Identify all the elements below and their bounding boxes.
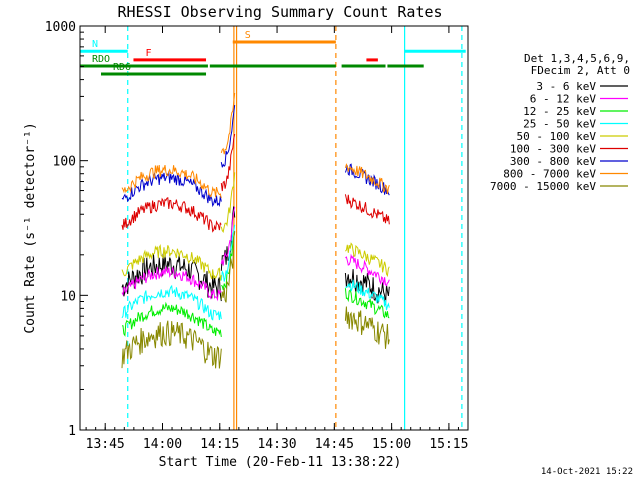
x-tick-label-0: 13:45	[86, 437, 125, 452]
x-tick-label-5: 15:00	[372, 437, 411, 452]
legend-label-50-100-kev: 50 - 100 keV	[517, 130, 597, 143]
legend-header-0: Det 1,3,4,5,6,9,	[524, 52, 630, 65]
series-line-7000-15000-kev	[121, 231, 390, 369]
flag-label-rd6: RD6	[113, 62, 131, 73]
flag-label-s: S	[245, 30, 251, 41]
x-tick-label-4: 14:45	[315, 437, 354, 452]
legend-label-7000-15000-kev: 7000 - 15000 keV	[490, 180, 596, 193]
y-tick-label-2: 100	[53, 155, 76, 170]
legend-header-1: FDecim 2, Att 0	[531, 64, 630, 77]
legend: Det 1,3,4,5,6,9,FDecim 2, Att 0 3 - 6 keV…	[490, 52, 630, 193]
series-line-800-7000-kev	[121, 92, 390, 199]
legend-label-3-6-kev: 3 - 6 keV	[536, 80, 596, 93]
flag-label-f: F	[145, 48, 151, 59]
x-axis-label: Start Time (20-Feb-11 13:38:22)	[159, 455, 402, 470]
legend-label-6-12-kev: 6 - 12 keV	[530, 93, 597, 106]
legend-label-12-25-kev: 12 - 25 keV	[523, 105, 596, 118]
series-line-12-25-kev	[121, 232, 390, 337]
x-tick-label-2: 14:15	[200, 437, 239, 452]
y-tick-label-0: 1	[68, 424, 76, 439]
chart-title: RHESSI Observing Summary Count Rates	[117, 3, 442, 21]
axes: 13:45 14:00 14:15 14:30 14:45 15:00 15:15 1 10 10…	[45, 20, 469, 452]
x-tick-label-3: 14:30	[257, 437, 296, 452]
series-line-50-100-kev	[121, 172, 390, 281]
y-tick-label-3: 1000	[45, 20, 76, 35]
series-group	[121, 92, 390, 369]
y-tick-label-1: 10	[60, 289, 76, 304]
flag-label-n: N	[92, 39, 98, 50]
footer-timestamp: 14-Oct-2021 15:22	[541, 467, 633, 477]
x-tick-label-1: 14:00	[143, 437, 182, 452]
y-axis-label: Count Rate (s⁻¹ detector⁻¹)	[23, 122, 38, 333]
plot-frame	[79, 25, 469, 431]
legend-label-100-300-kev: 100 - 300 keV	[510, 143, 596, 156]
legend-label-800-7000-kev: 800 - 7000 keV	[503, 168, 596, 181]
series-line-25-50-kev	[121, 224, 390, 321]
legend-label-25-50-kev: 25 - 50 keV	[523, 118, 596, 131]
series-line-100-300-kev	[121, 133, 390, 233]
flag-label-rdo: RDO	[92, 54, 110, 65]
x-tick-label-6: 15:15	[429, 437, 468, 452]
legend-label-300-800-kev: 300 - 800 keV	[510, 155, 596, 168]
series-line-6-12-kev	[121, 206, 390, 302]
